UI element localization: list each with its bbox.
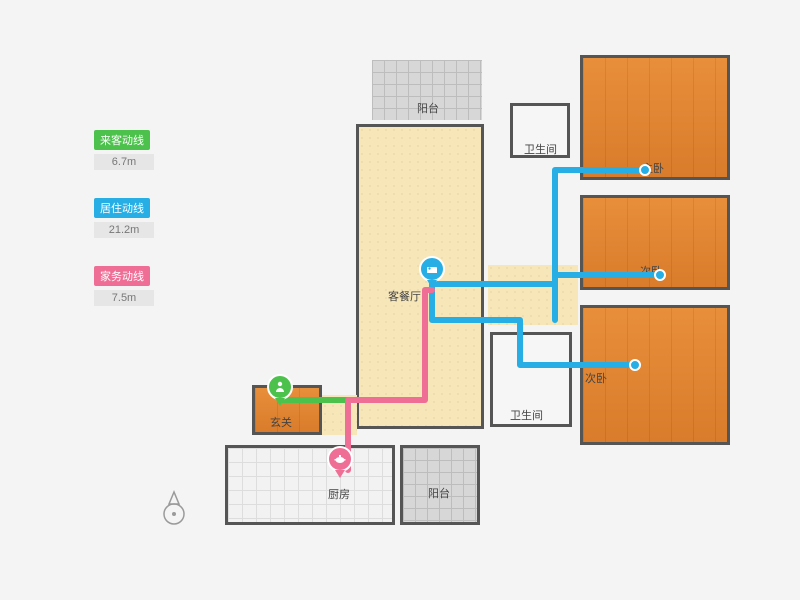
legend-label: 来客动线 — [94, 130, 150, 150]
kitchen-pin — [327, 446, 353, 480]
pot-icon — [327, 446, 353, 472]
legend-label: 家务动线 — [94, 266, 150, 286]
room-foyer-hall — [322, 395, 357, 435]
person-icon — [267, 374, 293, 400]
room-label-bathroom-mid: 卫生间 — [510, 407, 543, 423]
foyer-pin-label: 玄关 — [270, 414, 292, 430]
room-label-second-bedroom-1: 次卧 — [640, 263, 662, 279]
living-pin-label: 客餐厅 — [388, 288, 421, 304]
foyer-pin — [267, 374, 293, 408]
legend-metric: 6.7m — [94, 154, 154, 170]
room-label-master-bedroom: 主卧 — [642, 160, 664, 176]
legend-item-living: 居住动线 21.2m — [94, 198, 174, 238]
legend: 来客动线 6.7m 居住动线 21.2m 家务动线 7.5m — [94, 130, 174, 334]
room-label-second-bedroom-2: 次卧 — [585, 370, 607, 386]
bed-icon — [419, 256, 445, 282]
room-label-bathroom-top: 卫生间 — [524, 141, 557, 157]
legend-item-guest: 来客动线 6.7m — [94, 130, 174, 170]
kitchen-pin-label: 厨房 — [328, 486, 350, 502]
room-kitchen — [225, 445, 395, 525]
legend-label: 居住动线 — [94, 198, 150, 218]
room-label-balcony-top: 阳台 — [417, 100, 439, 116]
legend-metric: 21.2m — [94, 222, 154, 238]
legend-item-chores: 家务动线 7.5m — [94, 266, 174, 306]
living-pin — [419, 256, 445, 290]
room-label-balcony-bottom: 阳台 — [428, 485, 450, 501]
floorplan-canvas: 来客动线 6.7m 居住动线 21.2m 家务动线 7.5m 阳台卫生间主卧次卧… — [0, 0, 800, 600]
compass-icon — [160, 490, 188, 535]
legend-metric: 7.5m — [94, 290, 154, 306]
room-hall-right — [488, 265, 578, 325]
